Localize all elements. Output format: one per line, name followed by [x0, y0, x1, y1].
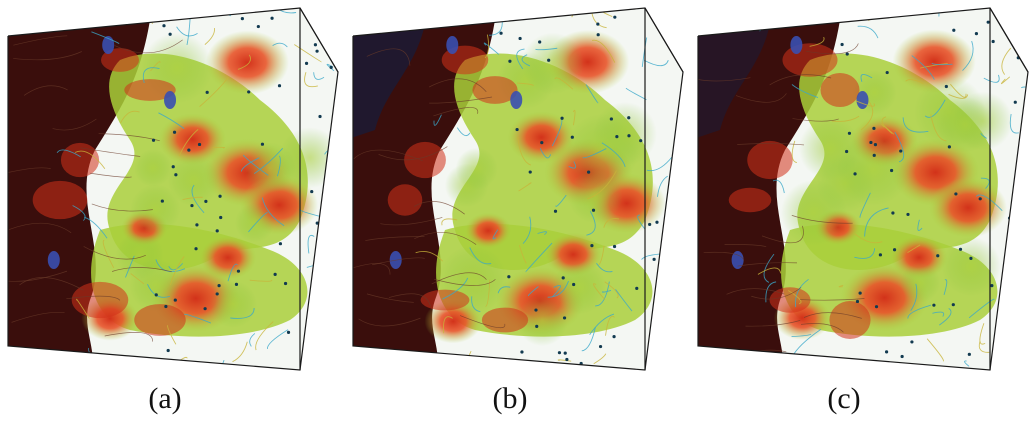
panel-b: (b) — [345, 0, 690, 421]
panel-c: (c) — [690, 0, 1035, 421]
volume-render-c — [697, 7, 1029, 371]
volume-render-a — [7, 7, 339, 371]
panel-a: (a) — [0, 0, 345, 421]
volume-render-b — [352, 7, 684, 371]
caption-a: (a) — [148, 382, 182, 415]
caption-c: (c) — [827, 382, 861, 415]
caption-b: (b) — [492, 382, 528, 415]
